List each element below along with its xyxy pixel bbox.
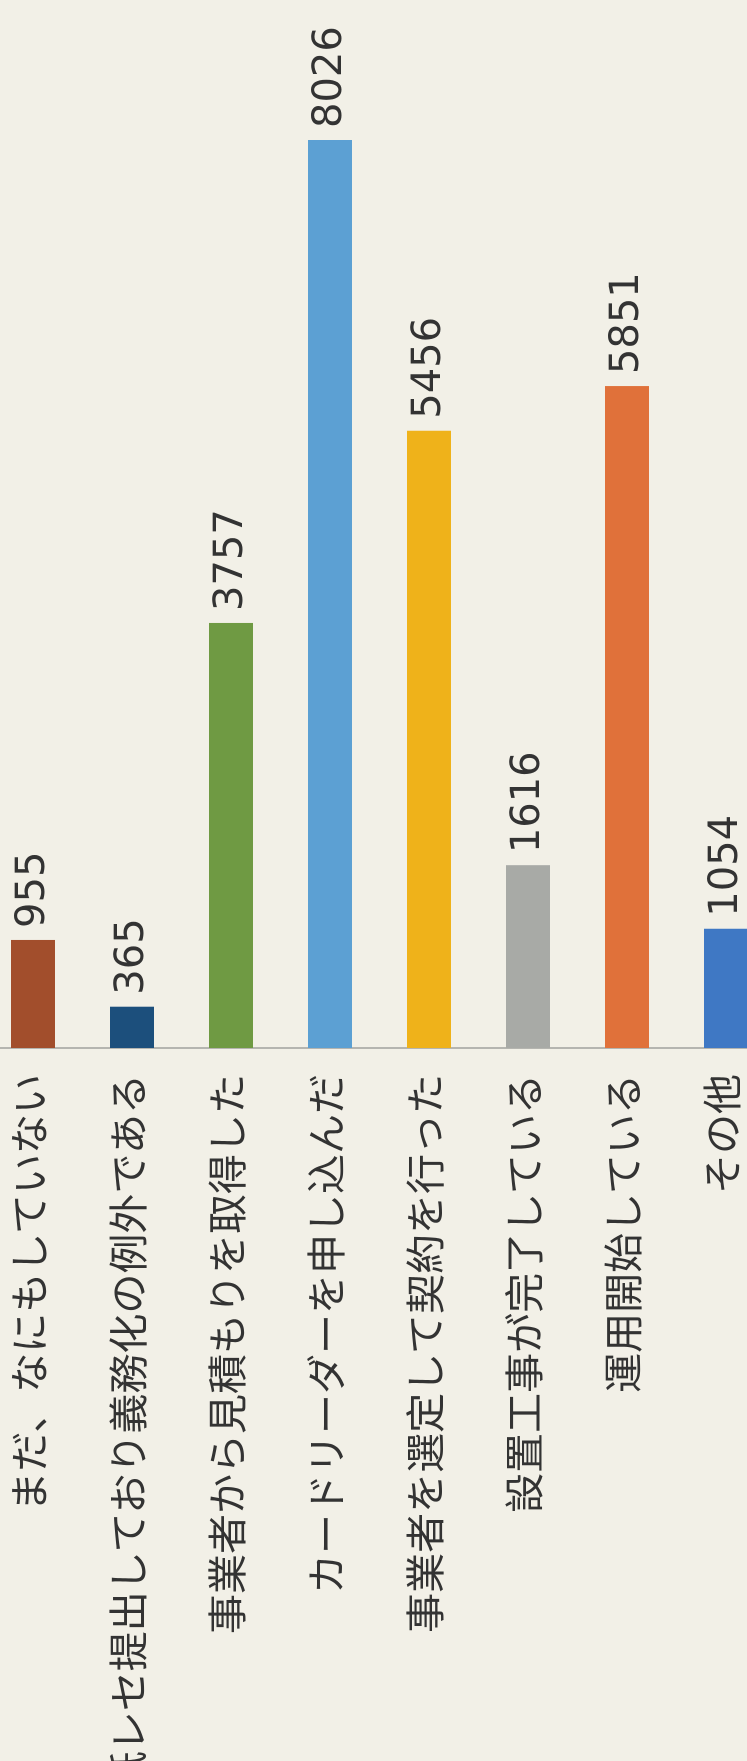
value-label: 1616 (503, 751, 549, 853)
value-label: 365 (107, 918, 153, 994)
bar (704, 928, 747, 1048)
bar (209, 622, 253, 1048)
bar (506, 865, 550, 1048)
value-label: 8026 (305, 26, 351, 128)
value-label: 5851 (602, 272, 648, 374)
bar (11, 939, 55, 1048)
value-label: 955 (8, 852, 54, 928)
bar (110, 1006, 154, 1048)
bar (308, 140, 352, 1048)
category-label: 設置工事が完了している (503, 1074, 549, 1513)
value-label: 5456 (404, 317, 450, 419)
bar (605, 386, 649, 1048)
category-label: まだ、なにもしていない (8, 1074, 54, 1512)
category-label: 運用開始している (602, 1074, 648, 1393)
category-label: 事業者を選定して契約を行った (404, 1074, 450, 1633)
value-label: 1054 (701, 815, 747, 917)
category-label: カードリーダーを申し込んだ (305, 1074, 351, 1594)
category-label: 事業者から見積もりを取得した (206, 1074, 252, 1634)
value-label: 3757 (206, 509, 252, 611)
category-label: 紙レセ提出しており義務化の例外である (107, 1074, 153, 1761)
category-label: その他 (701, 1074, 747, 1194)
bar (407, 430, 451, 1048)
